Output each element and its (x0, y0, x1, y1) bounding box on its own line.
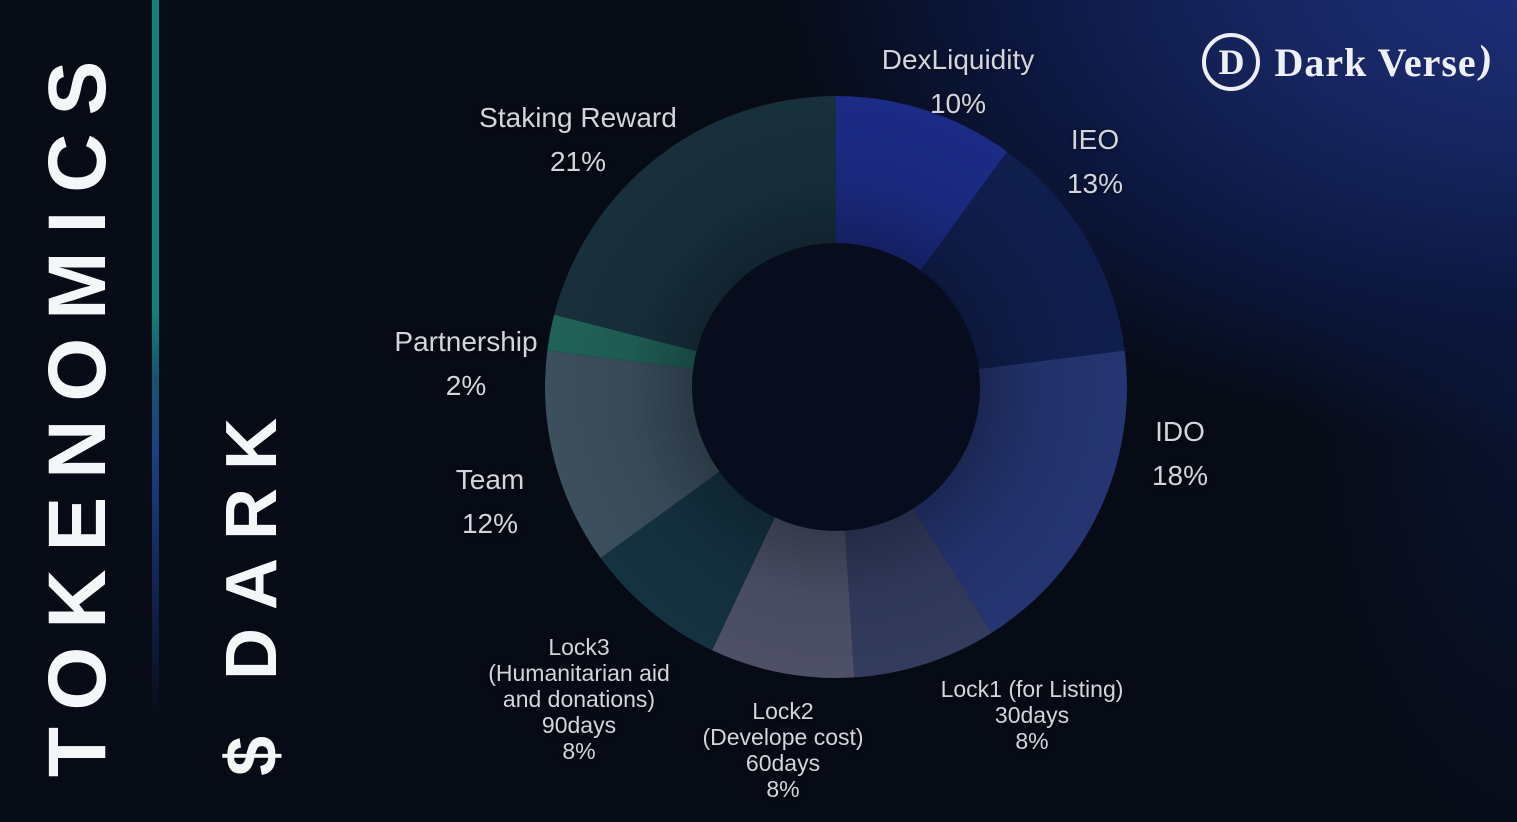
slice-label-line: 12% (461, 508, 519, 539)
slice-label-ieo: IEO 13% (1067, 118, 1123, 206)
slice-label-line: 60days (745, 750, 821, 776)
slice-label-line: 18% (1151, 460, 1209, 491)
slice-label-lock1: Lock1 (for Listing) 30days 8% (941, 676, 1124, 754)
slice-label-line: (Humanitarian aid (488, 660, 670, 686)
slice-label-line: and donations) (502, 686, 656, 712)
slice-label-team: Team 12% (456, 458, 524, 546)
slice-label-line: 13% (1066, 168, 1124, 199)
slice-label-line: Lock1 (for Listing) (940, 676, 1124, 702)
slice-label-line: Partnership (394, 326, 538, 357)
brand-name: Dark Verse ) (1274, 36, 1494, 86)
slice-label-line: 8% (1015, 728, 1049, 754)
slice-label-ido: IDO 18% (1152, 410, 1208, 498)
brand-name-text: Dark Verse (1274, 39, 1477, 85)
slice-label-partnership: Partnership 2% (394, 320, 537, 408)
slice-label-line: 8% (562, 738, 596, 764)
slice-label-line: (Develope cost) (702, 724, 864, 750)
slice-label-line: 8% (766, 776, 800, 802)
slice-label-line: 2% (445, 370, 487, 401)
slice-label-lock2: Lock2 (Develope cost) 60days 8% (702, 698, 863, 802)
slice-label-line: Lock3 (548, 634, 610, 660)
slice-label-line: IEO (1070, 124, 1120, 155)
slice-label-lock3: Lock3 (Humanitarian aid and donations) 90da… (488, 634, 670, 764)
donut-hole (692, 243, 980, 531)
slice-label-line: IDO (1155, 416, 1205, 447)
slice-label-line: Lock2 (752, 698, 814, 724)
brand-logo: D Dark Verse ) (1202, 33, 1495, 91)
brand-monogram-icon: D (1202, 33, 1261, 91)
slice-label-line: Team (455, 464, 525, 495)
slice-label-dexliquidity: DexLiquidity 10% (882, 38, 1035, 126)
slice-label-staking: Staking Reward 21% (479, 96, 677, 184)
slice-label-line: 21% (549, 146, 607, 177)
slice-label-line: DexLiquidity (881, 44, 1035, 75)
slice-label-line: 90days (541, 712, 617, 738)
slice-label-line: 10% (929, 88, 987, 119)
accent-divider-line (152, 0, 159, 822)
slice-label-line: 30days (994, 702, 1070, 728)
slice-label-line: Staking Reward (479, 102, 677, 133)
